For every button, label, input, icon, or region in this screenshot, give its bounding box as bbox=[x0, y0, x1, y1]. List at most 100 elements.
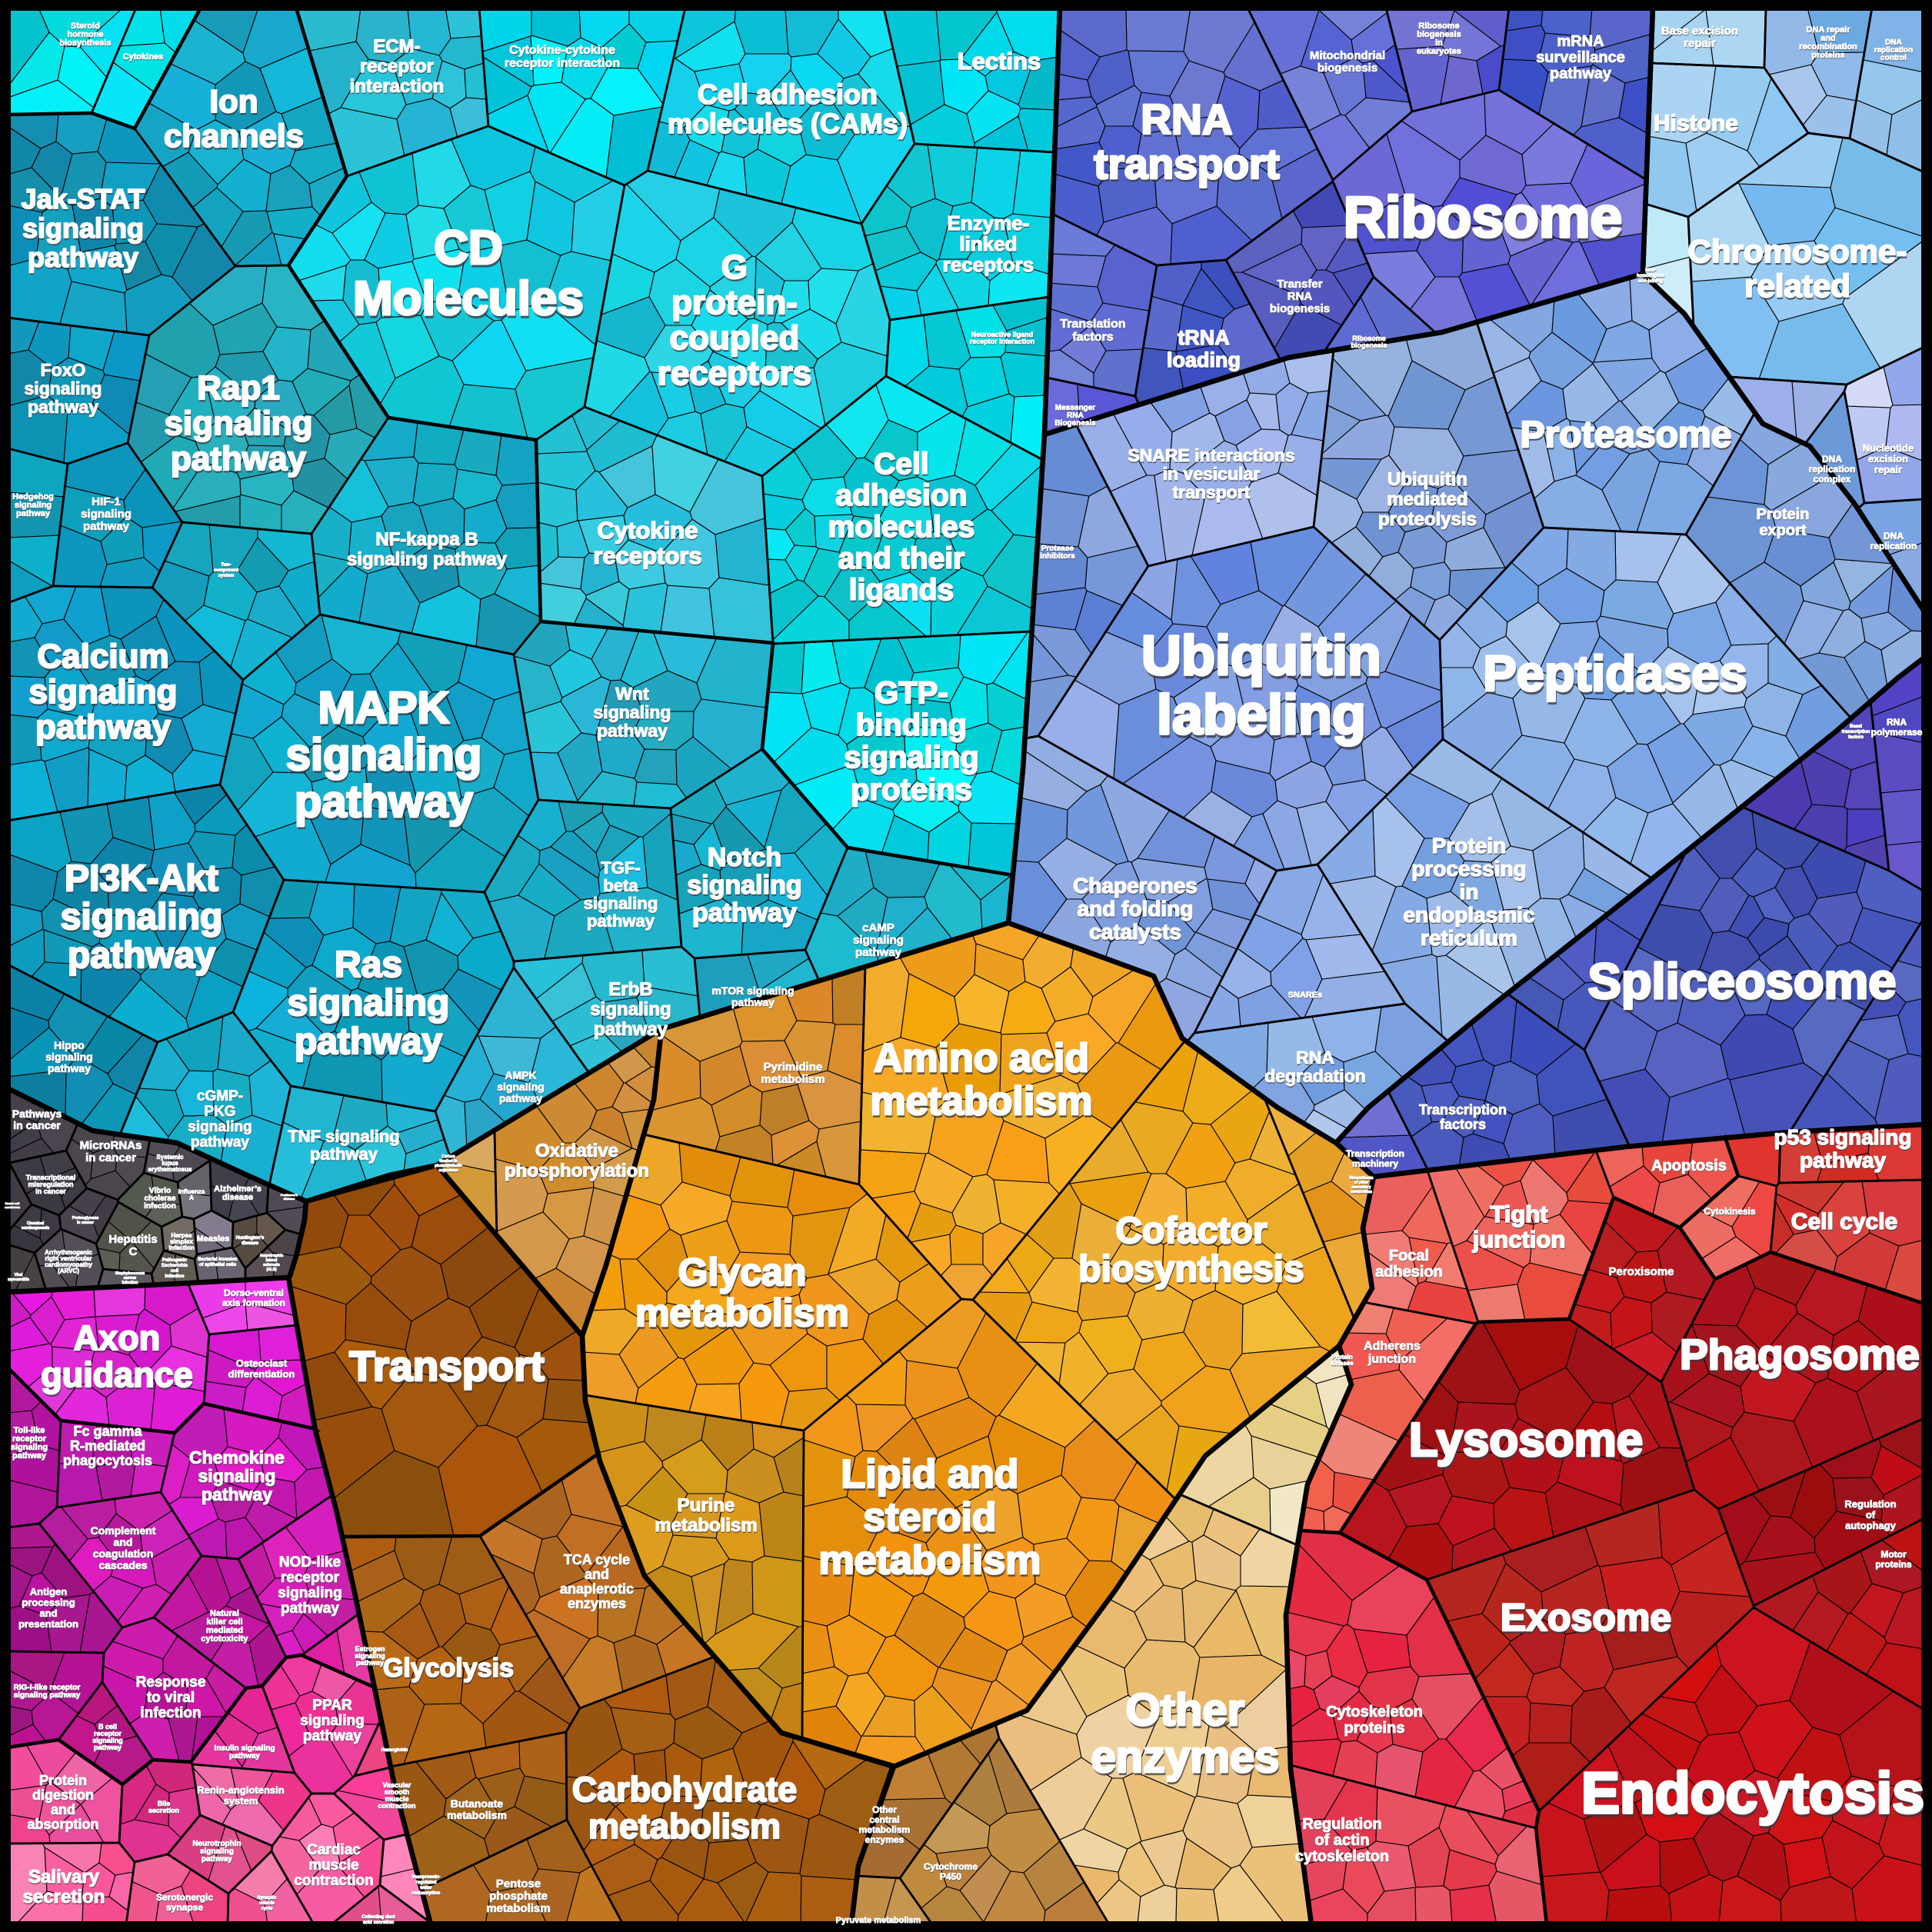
svg-text:Apoptosis: Apoptosis bbox=[1651, 1158, 1727, 1174]
svg-text:Chromosome-related: Chromosome-related bbox=[1688, 233, 1907, 304]
svg-text:Cell cycle: Cell cycle bbox=[1791, 1211, 1897, 1236]
svg-text:Hemoglobin: Hemoglobin bbox=[381, 1749, 408, 1754]
svg-text:Phagosome: Phagosome bbox=[1680, 1331, 1920, 1378]
svg-text:Cytokines: Cytokines bbox=[123, 52, 164, 62]
svg-text:Exosome: Exosome bbox=[1501, 1596, 1671, 1639]
svg-text:Proteasome: Proteasome bbox=[1521, 417, 1733, 458]
svg-text:Hemoglobin: Hemoglobin bbox=[381, 1748, 408, 1753]
svg-text:Endocytosis: Endocytosis bbox=[1581, 1760, 1924, 1825]
svg-text:Lectins: Lectins bbox=[958, 48, 1041, 75]
svg-text:Cytokinesis: Cytokinesis bbox=[1704, 1206, 1756, 1217]
svg-text:Cytokines: Cytokines bbox=[123, 53, 164, 62]
svg-text:Apoptosis: Apoptosis bbox=[1652, 1158, 1727, 1175]
svg-text:SNAREs: SNAREs bbox=[1288, 991, 1323, 1000]
svg-text:Measles: Measles bbox=[197, 1234, 230, 1244]
svg-text:Histone: Histone bbox=[1654, 112, 1739, 138]
svg-text:Spliceosome: Spliceosome bbox=[1589, 956, 1897, 1012]
svg-text:Cytokinesis: Cytokinesis bbox=[1704, 1207, 1757, 1217]
